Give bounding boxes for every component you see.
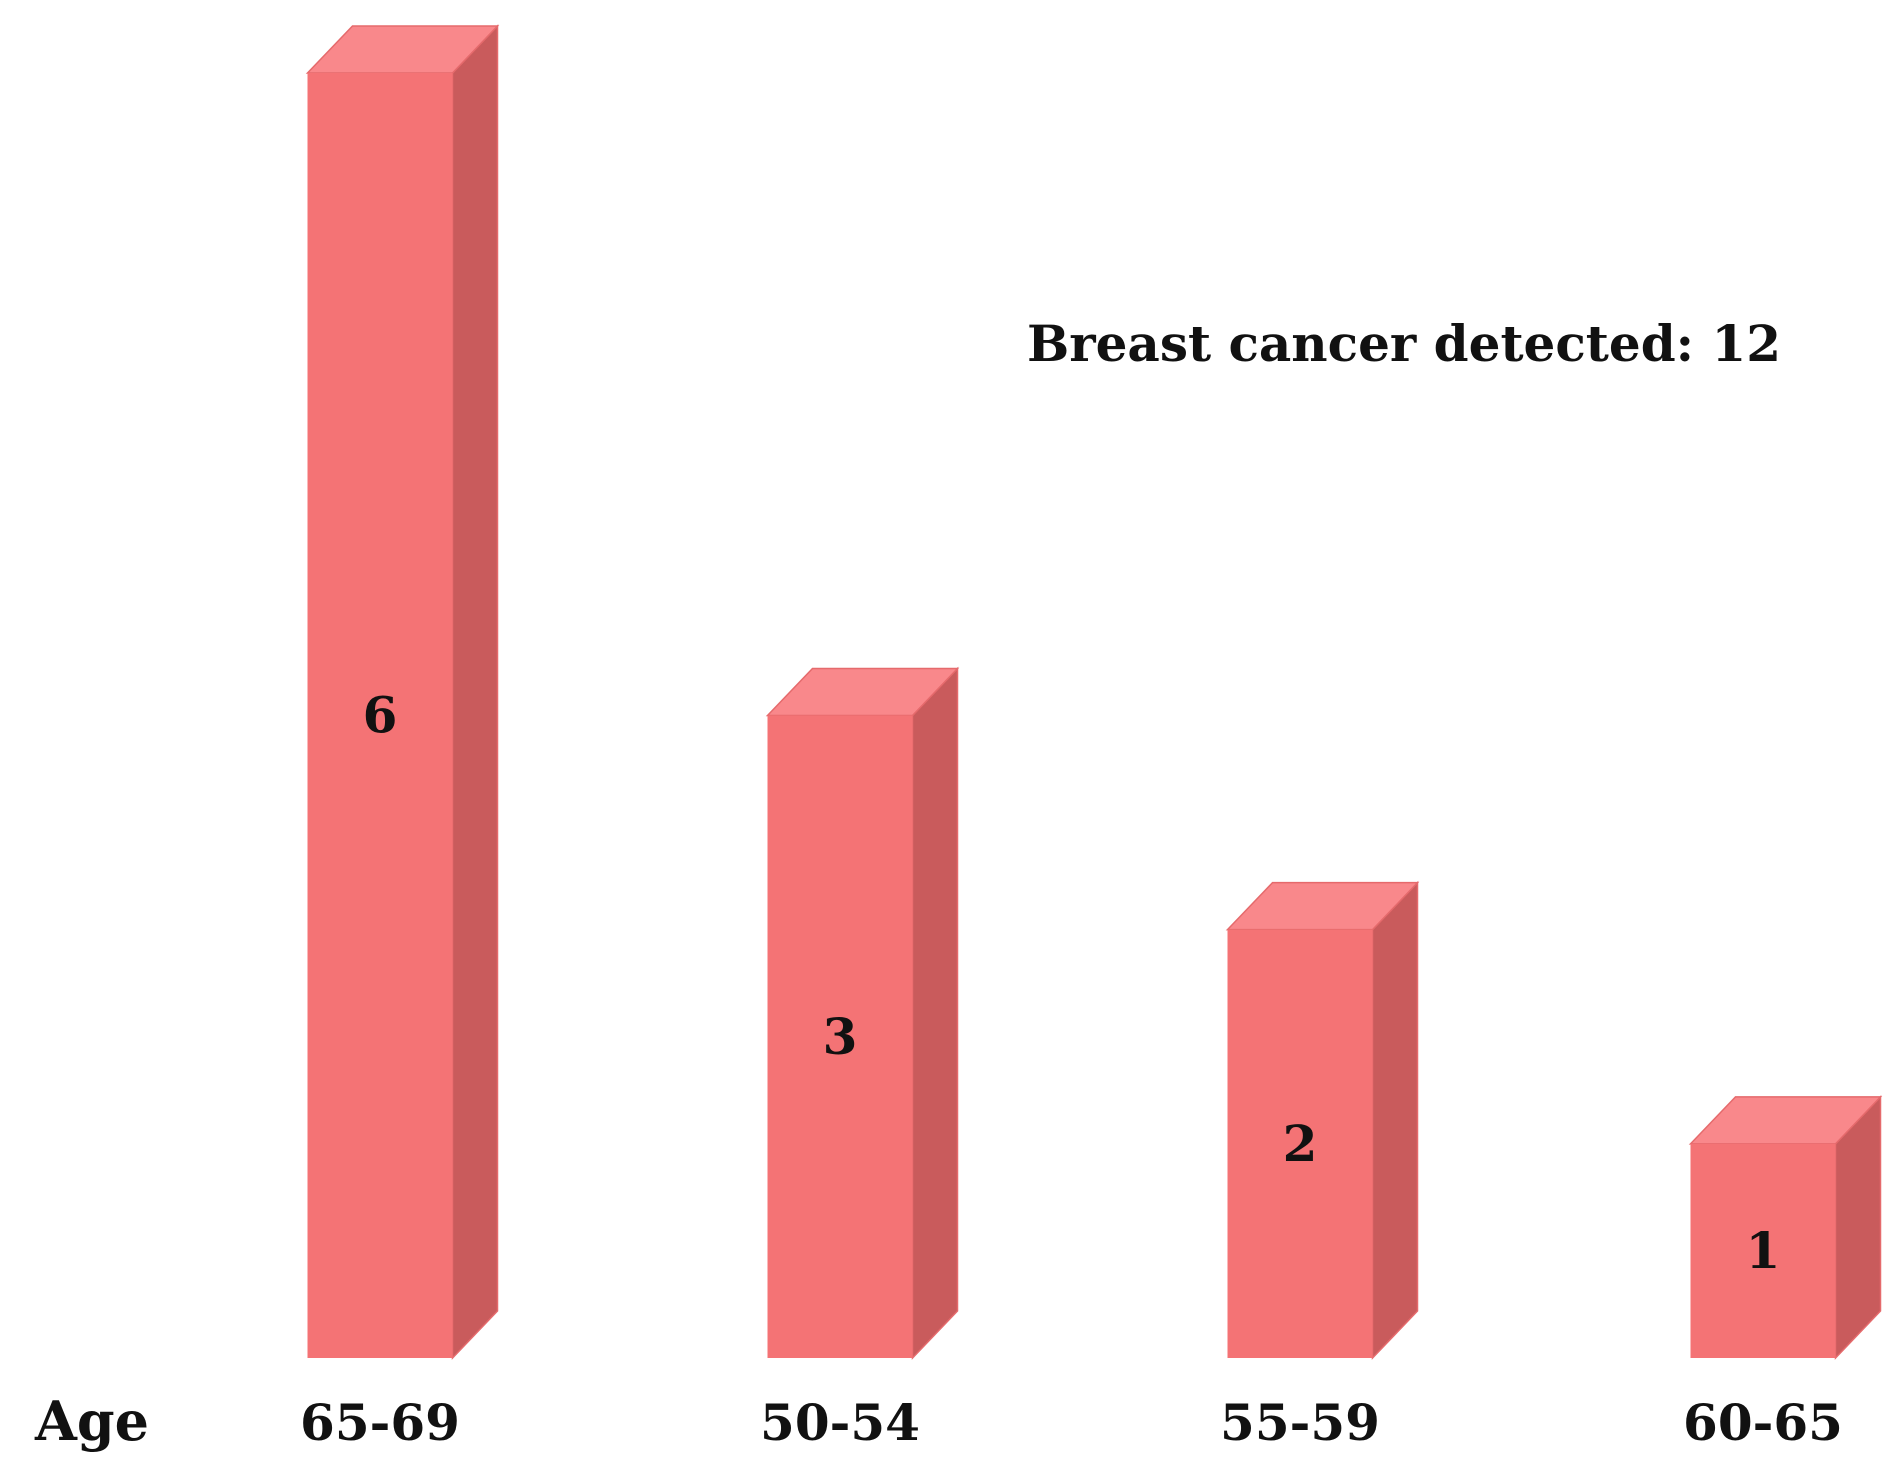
bar-front-face (767, 715, 913, 1358)
bars-group (305, 24, 1883, 1360)
x-tick-label-50-54: 50-54 (760, 1393, 920, 1452)
bar-side-face (911, 666, 959, 1360)
bar-front-face (1227, 929, 1373, 1358)
x-axis-label: Age (34, 1389, 149, 1453)
data-label-50-54: 3 (823, 1007, 858, 1066)
x-tick-label-65-69: 65-69 (300, 1393, 460, 1452)
x-tick-label-55-59: 55-59 (1220, 1393, 1380, 1452)
value-labels-group: 6 3 2 1 (363, 686, 1781, 1280)
bar-50-54 (765, 666, 960, 1360)
bar-side-face (451, 24, 499, 1360)
data-label-65-69: 6 (363, 686, 398, 745)
category-ticks-group: 65-69 50-54 55-59 60-65 (300, 1393, 1843, 1452)
chart-annotation: Breast cancer detected: 12 (1027, 314, 1781, 373)
bar-side-face (1371, 880, 1419, 1360)
bar-65-69 (305, 24, 500, 1360)
bar-60-65 (1688, 1094, 1883, 1360)
data-label-60-65: 1 (1746, 1221, 1781, 1280)
bar-front-face (307, 73, 453, 1358)
bar-55-59 (1225, 880, 1420, 1360)
bar-front-face (1690, 1143, 1836, 1358)
x-tick-label-60-65: 60-65 (1683, 1393, 1843, 1452)
data-label-55-59: 2 (1283, 1114, 1318, 1173)
